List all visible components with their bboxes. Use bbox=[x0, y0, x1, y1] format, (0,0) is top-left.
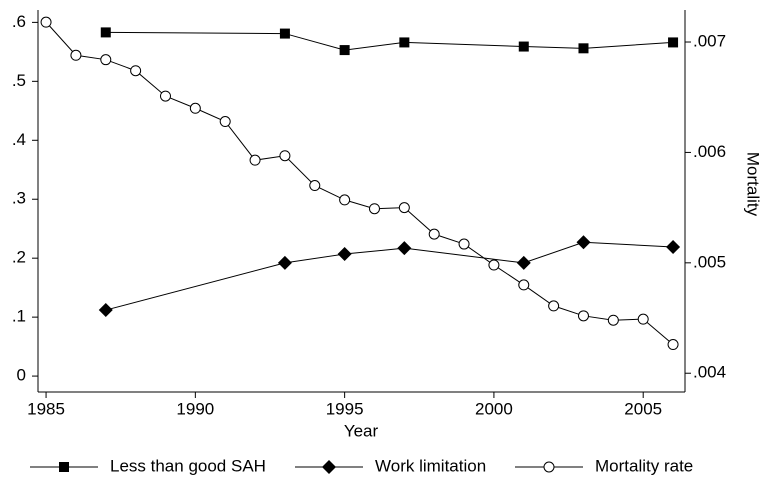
marker bbox=[666, 239, 681, 254]
x-tick-label: 1995 bbox=[326, 399, 364, 418]
y-tick-label: .2 bbox=[12, 248, 26, 267]
y2-tick-label: .007 bbox=[693, 32, 726, 51]
marker bbox=[277, 255, 292, 270]
marker bbox=[279, 28, 290, 39]
marker bbox=[100, 54, 112, 66]
y-tick-label: .6 bbox=[12, 12, 26, 31]
y2-axis-title: Mortality bbox=[744, 152, 763, 217]
x-tick-label: 2005 bbox=[624, 399, 662, 418]
y-tick-label: .1 bbox=[12, 307, 26, 326]
marker bbox=[607, 314, 619, 326]
marker bbox=[70, 49, 82, 61]
marker bbox=[100, 27, 111, 38]
marker bbox=[668, 37, 679, 48]
marker bbox=[577, 310, 589, 322]
legend-marker bbox=[543, 461, 555, 473]
marker bbox=[130, 65, 142, 77]
marker bbox=[98, 303, 113, 318]
marker bbox=[219, 116, 231, 128]
legend-marker bbox=[322, 460, 336, 474]
marker bbox=[337, 247, 352, 262]
y-tick-label: .3 bbox=[12, 189, 26, 208]
marker bbox=[458, 238, 470, 250]
y-tick-label: .5 bbox=[12, 71, 26, 90]
marker bbox=[40, 16, 52, 28]
marker bbox=[399, 37, 410, 48]
marker bbox=[667, 339, 679, 351]
y2-tick-label: .006 bbox=[693, 142, 726, 161]
legend-label: Less than good SAH bbox=[110, 456, 266, 475]
legend-label: Work limitation bbox=[375, 456, 486, 475]
marker bbox=[249, 154, 261, 166]
y-tick-label: .4 bbox=[12, 130, 26, 149]
series-line bbox=[105, 241, 674, 311]
marker bbox=[578, 43, 589, 54]
legend-label: Mortality rate bbox=[595, 456, 693, 475]
marker bbox=[397, 241, 412, 256]
y2-tick-label: .005 bbox=[693, 252, 726, 271]
marker bbox=[159, 90, 171, 102]
marker bbox=[576, 235, 591, 250]
marker bbox=[637, 313, 649, 325]
x-tick-label: 1990 bbox=[176, 399, 214, 418]
series-line bbox=[45, 21, 674, 345]
y-tick-label: 0 bbox=[17, 366, 26, 385]
marker bbox=[339, 45, 350, 56]
x-tick-label: 1985 bbox=[27, 399, 65, 418]
y2-tick-label: .004 bbox=[693, 363, 726, 382]
marker bbox=[488, 259, 500, 271]
marker bbox=[518, 279, 530, 291]
marker bbox=[339, 194, 351, 206]
marker bbox=[518, 41, 529, 52]
marker bbox=[309, 180, 321, 192]
x-tick-label: 2000 bbox=[475, 399, 513, 418]
marker bbox=[279, 150, 291, 162]
marker bbox=[189, 102, 201, 114]
marker bbox=[428, 228, 440, 240]
x-axis-title: Year bbox=[344, 421, 379, 440]
legend-marker bbox=[59, 462, 69, 472]
marker bbox=[548, 300, 560, 312]
marker bbox=[368, 203, 380, 215]
marker bbox=[398, 202, 410, 214]
marker bbox=[516, 255, 531, 270]
